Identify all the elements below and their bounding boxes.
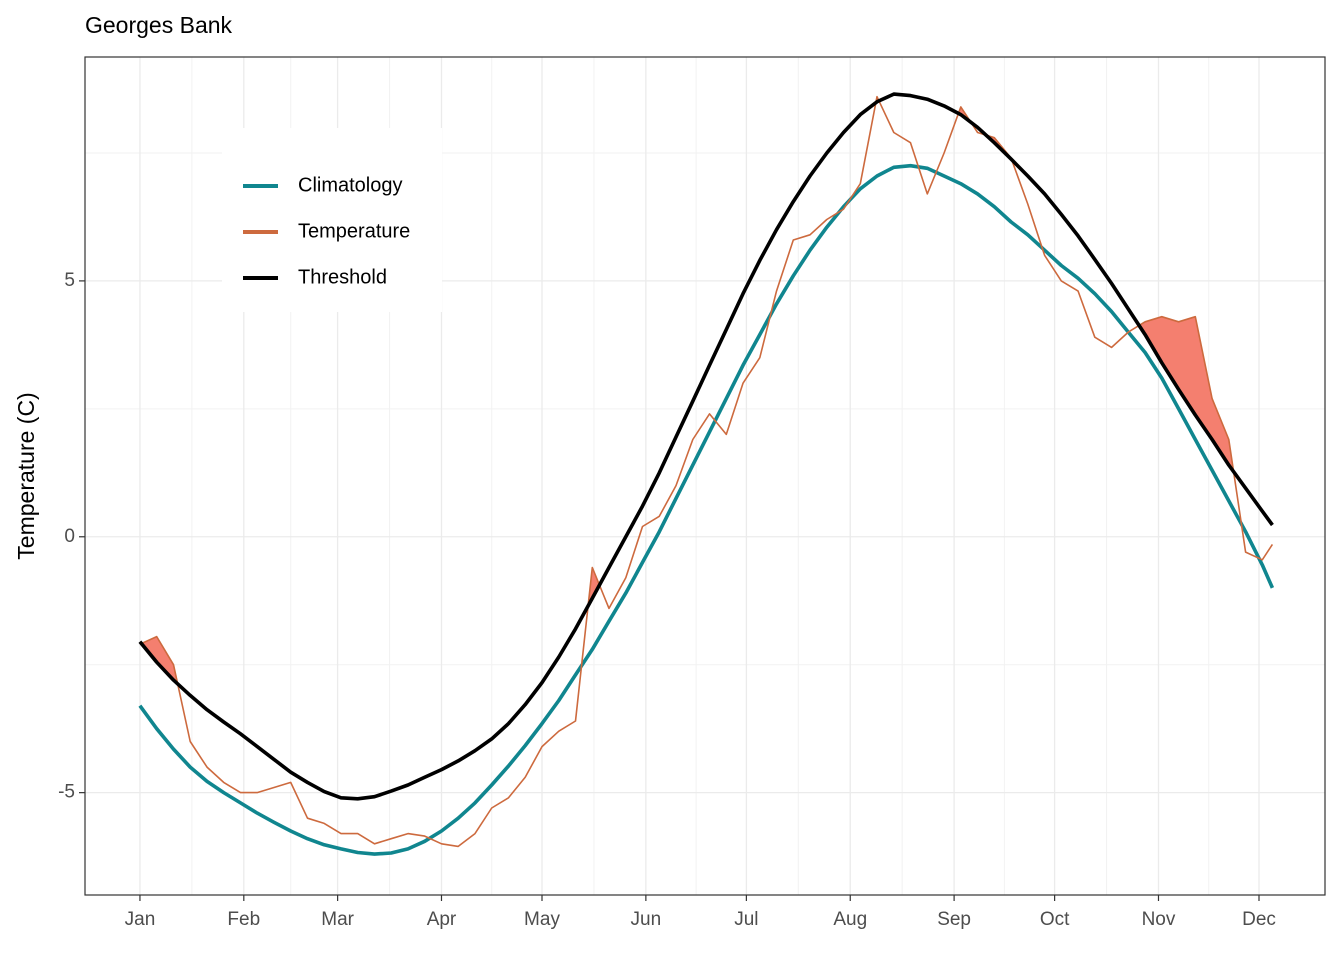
exceedance-area — [588, 567, 600, 606]
legend-box — [222, 128, 442, 312]
x-tick-label: Feb — [227, 909, 260, 930]
x-tick-label: Aug — [833, 909, 867, 930]
y-tick-label: 0 — [64, 526, 75, 547]
legend-label: Climatology — [298, 174, 402, 196]
x-tick-label: Jun — [631, 909, 662, 930]
x-tick-label: Apr — [427, 909, 457, 930]
series-line — [138, 163, 1275, 856]
exceedance-area — [141, 636, 178, 684]
chart-title: Georges Bank — [85, 12, 233, 38]
x-tick-label: Sep — [937, 909, 971, 930]
panel-border — [84, 56, 1326, 896]
axes: -5 0 5 Jan Feb Mar Apr May Jun Jul Aug Sep Oct Nov Dec — [58, 270, 1276, 930]
legend-label: Temperature — [298, 220, 410, 242]
lines — [138, 92, 1275, 856]
y-axis-label: Temperature (C) — [13, 392, 39, 559]
series-line — [139, 95, 1274, 848]
legend-label: Threshold — [298, 266, 387, 288]
exceedance-area — [1139, 316, 1234, 472]
x-tick-label: Dec — [1242, 909, 1276, 930]
x-tick-label: Jul — [734, 909, 758, 930]
x-tick-label: May — [524, 909, 560, 930]
x-tick-label: Oct — [1040, 909, 1070, 930]
x-tick-label: Mar — [321, 909, 354, 930]
y-tick-label: 5 — [64, 270, 75, 291]
x-tick-label: Jan — [125, 909, 156, 930]
x-tick-label: Nov — [1142, 909, 1176, 930]
legend: Climatology Temperature Threshold — [243, 174, 410, 288]
y-tick-label: -5 — [58, 782, 75, 803]
series-line — [138, 92, 1274, 801]
